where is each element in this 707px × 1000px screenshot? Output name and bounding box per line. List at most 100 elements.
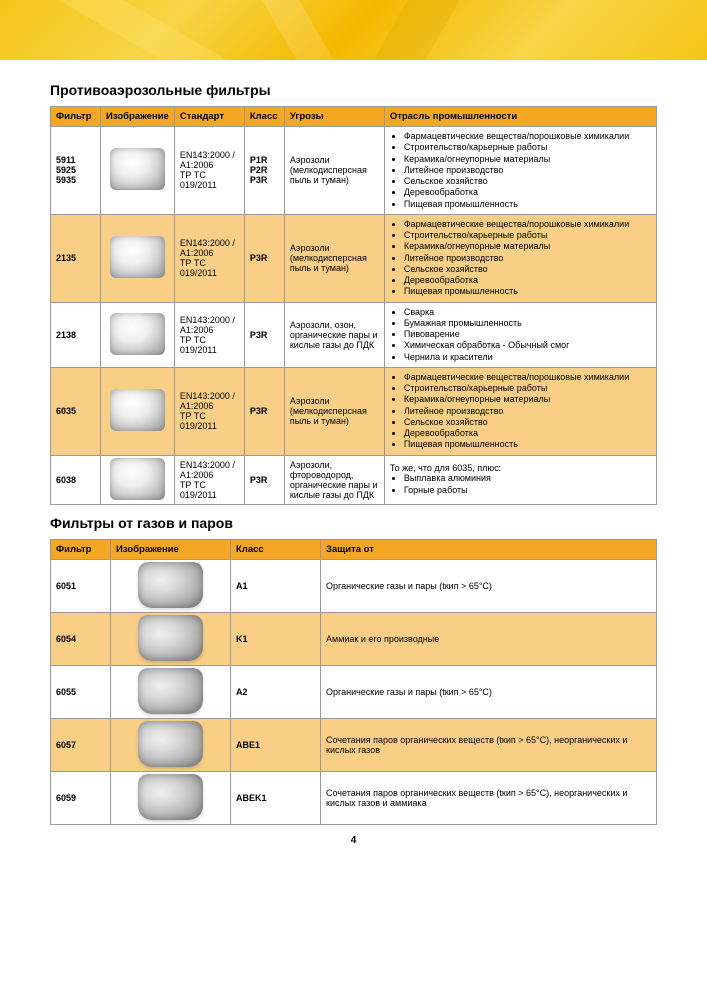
list-item: Строительство/карьерные работы [404, 142, 651, 153]
list-item: Деревообработка [404, 187, 651, 198]
table-header-row: Фильтр Изображение Стандарт Класс Угрозы… [51, 107, 657, 127]
cell-class: A1 [231, 559, 321, 612]
cell-class: P1RP2RP3R [244, 127, 284, 215]
list-item: Деревообработка [404, 428, 651, 439]
list-item: Чернила и красители [404, 352, 651, 363]
list-item: Пивоварение [404, 329, 651, 340]
col-industry: Отрасль промышленности [384, 107, 656, 127]
list-item: Фармацевтические вещества/порошковые хим… [404, 131, 651, 142]
cell-standard: EN143:2000 / A1:2006ТР ТС 019/2011 [174, 367, 244, 455]
cartridge-image-icon [138, 562, 203, 608]
table-row: 6059 ABEK1Сочетания паров органических ве… [51, 771, 657, 824]
cell-threats: Аэрозоли (мелкодисперсная пыль и туман) [284, 367, 384, 455]
cell-image [111, 665, 231, 718]
col-class: Класс [244, 107, 284, 127]
product-image-icon [110, 236, 165, 278]
col-threats: Угрозы [284, 107, 384, 127]
cell-image [101, 455, 175, 504]
cell-industry: То же, что для 6035, плюс:Выплавка алюми… [384, 455, 656, 504]
col-protection: Защита от [321, 539, 657, 559]
page-number: 4 [50, 835, 657, 846]
list-item: Строительство/карьерные работы [404, 383, 651, 394]
cell-industry: Фармацевтические вещества/порошковые хим… [384, 214, 656, 302]
list-item: Бумажная промышленность [404, 318, 651, 329]
cell-class: A2 [231, 665, 321, 718]
aerosol-filters-table: Фильтр Изображение Стандарт Класс Угрозы… [50, 106, 657, 505]
cell-protection: Сочетания паров органических веществ (tк… [321, 771, 657, 824]
table-row: 2138 EN143:2000 / A1:2006ТР ТС 019/2011P3… [51, 302, 657, 367]
cell-industry: Фармацевтические вещества/порошковые хим… [384, 367, 656, 455]
cell-filter: 591159255935 [51, 127, 101, 215]
list-item: Деревообработка [404, 275, 651, 286]
cell-class: P3R [244, 214, 284, 302]
cell-threats: Аэрозоли (мелкодисперсная пыль и туман) [284, 214, 384, 302]
cell-class: P3R [244, 455, 284, 504]
table-row: 6038EN143:2000 / A1:2006ТР ТС 019/2011P3… [51, 455, 657, 504]
list-item: Пищевая промышленность [404, 199, 651, 210]
cell-filter: 2135 [51, 214, 101, 302]
list-item: Горные работы [404, 485, 651, 496]
cell-class: P3R [244, 367, 284, 455]
list-item: Литейное производство [404, 253, 651, 264]
col-standard: Стандарт [174, 107, 244, 127]
cell-threats: Аэрозоли, озон, органические пары и кисл… [284, 302, 384, 367]
list-item: Керамика/огнеупорные материалы [404, 154, 651, 165]
cartridge-image-icon [138, 615, 203, 661]
table-row: 6035 EN143:2000 / A1:2006ТР ТС 019/2011P3… [51, 367, 657, 455]
cell-industry: Фармацевтические вещества/порошковые хим… [384, 127, 656, 215]
cell-image [111, 559, 231, 612]
list-item: Строительство/карьерные работы [404, 230, 651, 241]
table-row: 6057ABE1Сочетания паров органических вещ… [51, 718, 657, 771]
col-class: Класс [231, 539, 321, 559]
cartridge-image-icon [138, 668, 203, 714]
list-item: Сельское хозяйство [404, 264, 651, 275]
cell-image [111, 771, 231, 824]
list-item: Выплавка алюминия [404, 473, 651, 484]
col-image: Изображение [101, 107, 175, 127]
cell-class: P3R [244, 302, 284, 367]
list-item: Керамика/огнеупорные материалы [404, 394, 651, 405]
cell-protection: Органические газы и пары (tкип > 65°C) [321, 559, 657, 612]
cell-image [101, 367, 175, 455]
cell-filter: 6055 [51, 665, 111, 718]
cell-threats: Аэрозоли, фтороводород, органические пар… [284, 455, 384, 504]
cell-image [101, 214, 175, 302]
cell-standard: EN143:2000 / A1:2006ТР ТС 019/2011 [174, 302, 244, 367]
cell-filter: 6054 [51, 612, 111, 665]
list-item: Литейное производство [404, 165, 651, 176]
cell-protection: Сочетания паров органических веществ (tк… [321, 718, 657, 771]
cell-protection: Органические газы и пары (tкип > 65°C) [321, 665, 657, 718]
cell-class: ABEK1 [231, 771, 321, 824]
cell-image [101, 302, 175, 367]
product-image-icon [110, 389, 165, 431]
section1-title: Противоаэрозольные фильтры [50, 82, 657, 98]
cell-class: ABE1 [231, 718, 321, 771]
cartridge-image-icon [138, 774, 203, 820]
table-row: 6054 K1Аммиак и его производные [51, 612, 657, 665]
cartridge-image-icon [138, 721, 203, 767]
cell-filter: 2138 [51, 302, 101, 367]
cell-filter: 6059 [51, 771, 111, 824]
list-item: Сельское хозяйство [404, 176, 651, 187]
cell-filter: 6035 [51, 367, 101, 455]
cell-class: K1 [231, 612, 321, 665]
product-image-icon [110, 313, 165, 355]
cell-threats: Аэрозоли (мелкодисперсная пыль и туман) [284, 127, 384, 215]
cell-image [111, 612, 231, 665]
cell-filter: 6038 [51, 455, 101, 504]
cell-standard: EN143:2000 / A1:2006ТР ТС 019/2011 [174, 214, 244, 302]
table-row: 2135 EN143:2000 / A1:2006ТР ТС 019/2011P3… [51, 214, 657, 302]
table-row: 6051A1Органические газы и пары (tкип > 6… [51, 559, 657, 612]
list-item: Сельское хозяйство [404, 417, 651, 428]
gas-vapor-filters-table: Фильтр Изображение Класс Защита от 6051A… [50, 539, 657, 825]
list-item: Сварка [404, 307, 651, 318]
list-item: Пищевая промышленность [404, 286, 651, 297]
cell-protection: Аммиак и его производные [321, 612, 657, 665]
table-row: 6055 A2Органические газы и пары (tкип > 6… [51, 665, 657, 718]
cell-image [111, 718, 231, 771]
section2-title: Фильтры от газов и паров [50, 515, 657, 531]
list-item: Керамика/огнеупорные материалы [404, 241, 651, 252]
list-item: Фармацевтические вещества/порошковые хим… [404, 372, 651, 383]
col-image: Изображение [111, 539, 231, 559]
top-banner [0, 0, 707, 60]
